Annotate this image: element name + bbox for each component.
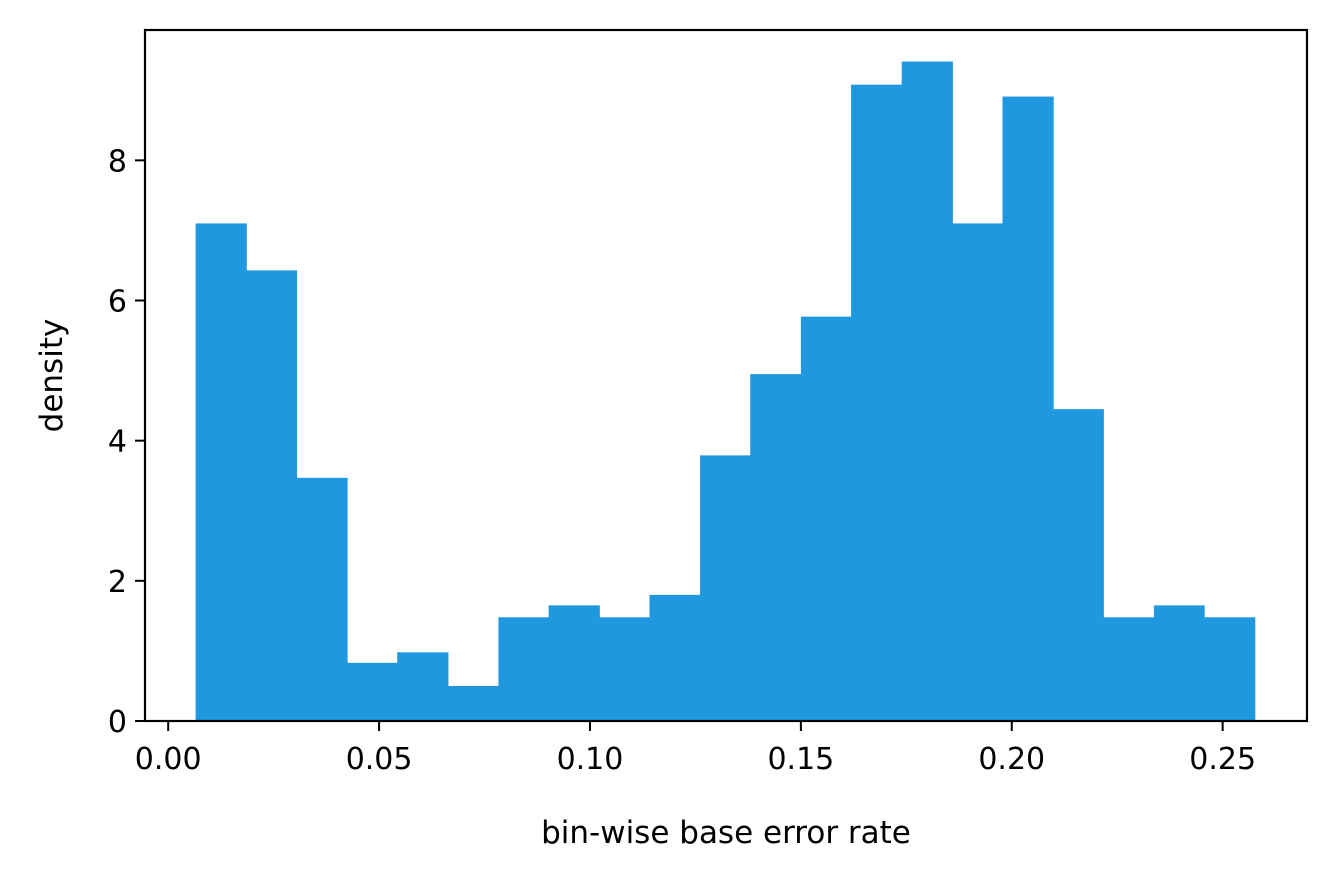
histogram-bar [1002, 96, 1054, 721]
x-axis-ticks: 0.00 0.05 0.10 0.15 0.20 0.25 [135, 721, 1256, 777]
histogram-bar [649, 594, 701, 721]
histogram-bar [1153, 605, 1205, 721]
y-tick-label: 2 [108, 565, 127, 600]
histogram-bar [498, 617, 550, 721]
histogram-bar [1103, 617, 1155, 721]
histogram-bar [296, 477, 348, 721]
x-tick-label: 0.10 [557, 742, 624, 777]
y-tick-label: 4 [108, 425, 127, 460]
histogram-bar [246, 270, 298, 721]
histogram-bar [952, 223, 1004, 721]
histogram-bar [447, 685, 500, 721]
x-tick-label: 0.05 [346, 742, 413, 777]
x-tick-label: 0.15 [767, 742, 834, 777]
y-tick-label: 6 [108, 285, 127, 320]
histogram-bar [347, 662, 398, 721]
histogram-bar [397, 652, 449, 721]
y-axis-ticks: 0 2 4 6 8 [108, 144, 145, 740]
plot-frame [143, 28, 1309, 723]
x-tick-label: 0.20 [978, 742, 1045, 777]
x-axis-label: bin-wise base error rate [541, 815, 911, 851]
histogram-bars [195, 61, 1256, 722]
y-tick-label: 8 [108, 144, 127, 179]
histogram-bar [750, 374, 802, 721]
histogram-bar [1053, 409, 1104, 721]
x-tick-label: 0.00 [135, 742, 202, 777]
histogram-bar [901, 61, 953, 722]
histogram-bar [548, 605, 600, 721]
histogram-bar [700, 455, 751, 721]
x-tick-label: 0.25 [1189, 742, 1256, 777]
histogram-bar [851, 84, 903, 722]
histogram-bar [599, 617, 651, 721]
histogram-bar [800, 316, 852, 721]
histogram-bar [195, 223, 247, 721]
y-tick-label: 0 [108, 705, 127, 740]
y-axis-label: density [34, 319, 70, 433]
histogram-bar [1204, 617, 1256, 721]
